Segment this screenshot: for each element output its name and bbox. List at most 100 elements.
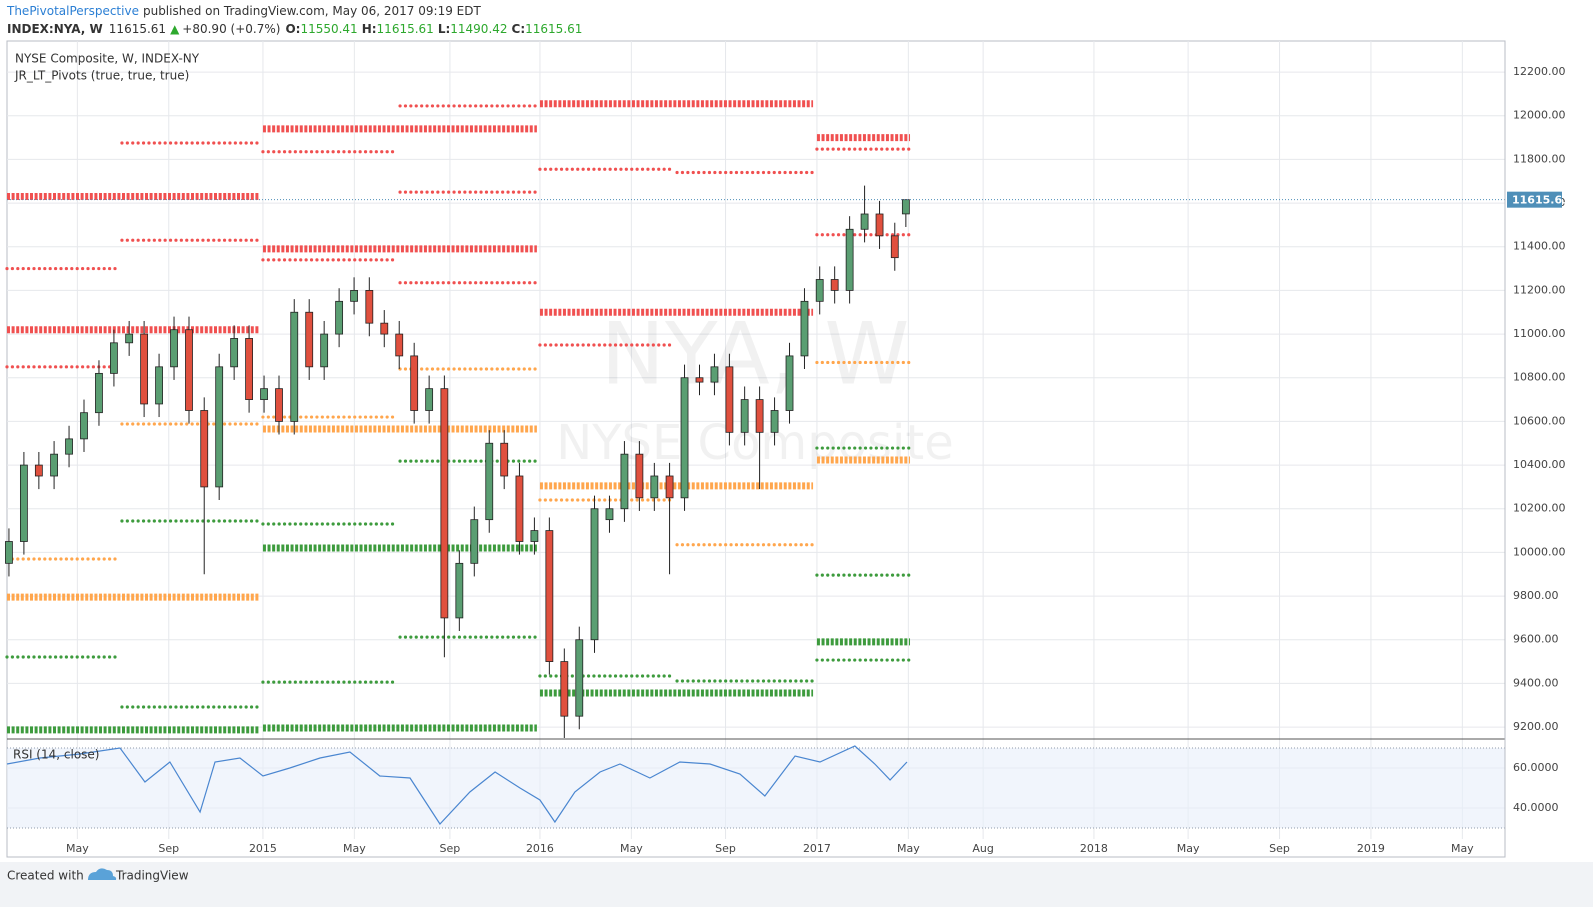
candle-body <box>635 453 644 499</box>
candle-body <box>185 329 193 411</box>
arrow: ▲ <box>170 22 180 36</box>
candle-body <box>395 333 404 357</box>
published: published on TradingView.com, May 06, 20… <box>143 4 482 18</box>
candle-body <box>695 377 704 383</box>
candle-body <box>5 541 13 564</box>
x-tick-label: Aug <box>972 842 993 855</box>
candle-body <box>200 410 209 488</box>
candle-body <box>470 519 479 564</box>
candle-body <box>215 366 224 488</box>
y-tick-label: 12000.00 <box>1513 109 1566 122</box>
candle-body <box>725 366 734 433</box>
candle-body <box>815 279 824 302</box>
y-tick-label: 10800.00 <box>1513 371 1566 384</box>
x-tick-label: 2016 <box>526 842 554 855</box>
x-tick-label: May <box>66 842 89 855</box>
candle-body <box>755 399 764 433</box>
candle-body <box>110 342 118 374</box>
candle-body <box>380 322 389 335</box>
x-tick-label: May <box>620 842 643 855</box>
tradingview-logo[interactable] <box>88 868 117 880</box>
candle-body <box>710 366 719 383</box>
close-label: C: <box>512 22 526 36</box>
candle-body <box>155 366 163 405</box>
candle-body <box>901 199 910 215</box>
y-tick-label: 10200.00 <box>1513 502 1566 515</box>
y-tick-label: 9600.00 <box>1513 633 1559 646</box>
indicator-title: JR_LT_Pivots (true, true, true) <box>14 69 189 83</box>
open-label: O: <box>285 22 300 36</box>
y-tick-label: 10400.00 <box>1513 458 1566 471</box>
author[interactable]: ThePivotalPerspective <box>6 4 139 18</box>
candle-body <box>260 388 268 400</box>
footer-brand[interactable]: TradingView <box>115 869 189 883</box>
y-tick-label: 11400.00 <box>1513 240 1566 253</box>
footer-bar <box>0 862 1593 907</box>
x-tick-label: 2017 <box>803 842 831 855</box>
rsi-tick-label: 40.0000 <box>1513 801 1559 814</box>
candle-body <box>515 475 524 542</box>
candle-body <box>365 290 374 324</box>
candle-body <box>740 399 749 433</box>
y-tick-label: 11200.00 <box>1513 283 1566 296</box>
candle-body <box>80 412 88 440</box>
x-tick-label: Sep <box>1269 842 1290 855</box>
candle-body <box>440 388 449 619</box>
watermark: NYA, W <box>601 304 910 404</box>
rsi-tick-label: 60.0000 <box>1513 761 1559 774</box>
y-tick-label: 10000.00 <box>1513 545 1566 558</box>
x-tick-label: 2019 <box>1357 842 1385 855</box>
y-tick-label: 11000.00 <box>1513 327 1566 340</box>
candle-body <box>230 338 239 368</box>
candle-body <box>845 228 854 291</box>
candle-body <box>34 464 43 477</box>
candle-body <box>19 464 28 542</box>
last-price-box <box>1507 191 1562 208</box>
y-tick-label: 9800.00 <box>1513 589 1559 602</box>
candle-body <box>335 300 344 335</box>
symbol: INDEX:NYA, W <box>7 22 103 36</box>
candle-body <box>680 377 689 499</box>
candle-body <box>785 355 794 411</box>
x-tick-label: May <box>1451 842 1474 855</box>
header-line: ThePivotalPerspective published on Tradin… <box>6 4 481 18</box>
x-tick-label: May <box>897 842 920 855</box>
y-tick-label: 11800.00 <box>1513 152 1566 165</box>
y-tick-label: 9400.00 <box>1513 676 1559 689</box>
candle-body <box>50 453 58 477</box>
candle-body <box>890 235 899 259</box>
candle-body <box>290 311 299 422</box>
x-tick-label: Sep <box>158 842 179 855</box>
candle-body <box>560 661 569 717</box>
x-tick-label: May <box>1177 842 1200 855</box>
rsi-line <box>6 745 908 825</box>
candle-body <box>245 338 253 400</box>
y-tick-label: 10600.00 <box>1513 414 1566 427</box>
high-label: H: <box>362 22 377 36</box>
symbol-line: INDEX:NYA, W 11615.61 ▲ +80.90 (+0.7%) O:115… <box>7 22 582 36</box>
candle-body <box>410 355 419 411</box>
y-tick-label: 12200.00 <box>1513 65 1566 78</box>
candle-body <box>170 329 178 368</box>
candle-body <box>830 279 839 291</box>
candle-body <box>140 333 149 405</box>
candle-body <box>305 311 314 368</box>
footer-created: Created with <box>7 869 84 883</box>
change: +80.90 (+0.7%) <box>182 22 280 36</box>
candle-body <box>275 388 283 422</box>
high-value: 11615.61 <box>377 22 434 36</box>
watermark-sub: NYSE Composite <box>556 415 953 471</box>
chart-title: NYSE Composite, W, INDEX-NY <box>15 52 200 66</box>
candle-body <box>620 453 629 510</box>
candle-body <box>545 530 554 662</box>
x-tick-label: Sep <box>440 842 461 855</box>
candle-body <box>65 438 73 455</box>
rsi-title: RSI (14, close) <box>13 748 99 762</box>
x-tick-label: 2018 <box>1080 842 1108 855</box>
candle-body <box>665 475 674 499</box>
candle-body <box>800 300 809 357</box>
open-value: 11550.41 <box>300 22 357 36</box>
candle-body <box>320 333 329 368</box>
close-value: 11615.61 <box>525 22 582 36</box>
